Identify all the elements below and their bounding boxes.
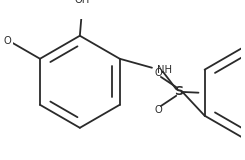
Text: NH: NH [157,65,172,75]
Text: O: O [155,105,162,115]
Text: OH: OH [75,0,90,5]
Text: O: O [155,68,162,78]
Text: O: O [4,36,12,46]
Text: S: S [174,85,184,98]
